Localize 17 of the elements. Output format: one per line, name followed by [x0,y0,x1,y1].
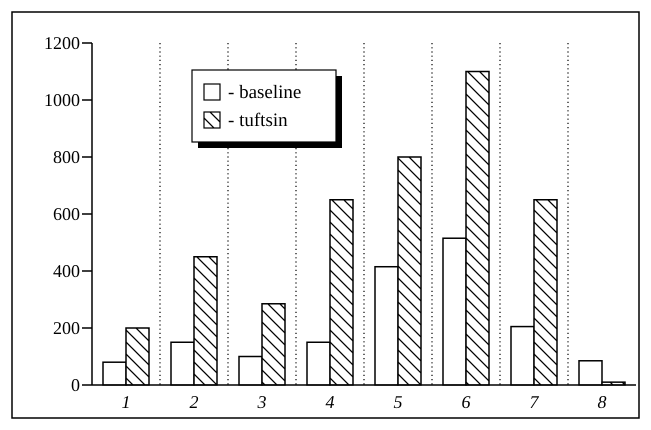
y-tick-label: 800 [53,146,80,167]
legend-label: - baseline [228,82,302,103]
x-tick-label: 2 [190,392,198,412]
y-tick-label: 200 [53,318,80,338]
x-tick-label: 1 [122,392,130,412]
y-tick-label: 1000 [44,90,80,110]
x-tick-label: 4 [326,392,334,412]
x-tick-label: 3 [256,392,266,412]
legend-label: - tuftsin [228,110,288,131]
x-tick-label: 7 [530,392,540,412]
y-tick-label: 0 [71,374,80,395]
x-tick-label: 5 [394,392,402,412]
y-tick-label: 400 [53,260,80,281]
x-tick-label: 6 [462,392,470,412]
x-tick-label: 8 [598,392,606,412]
y-tick-label: 600 [53,204,80,224]
y-tick-label: 1200 [44,32,80,53]
